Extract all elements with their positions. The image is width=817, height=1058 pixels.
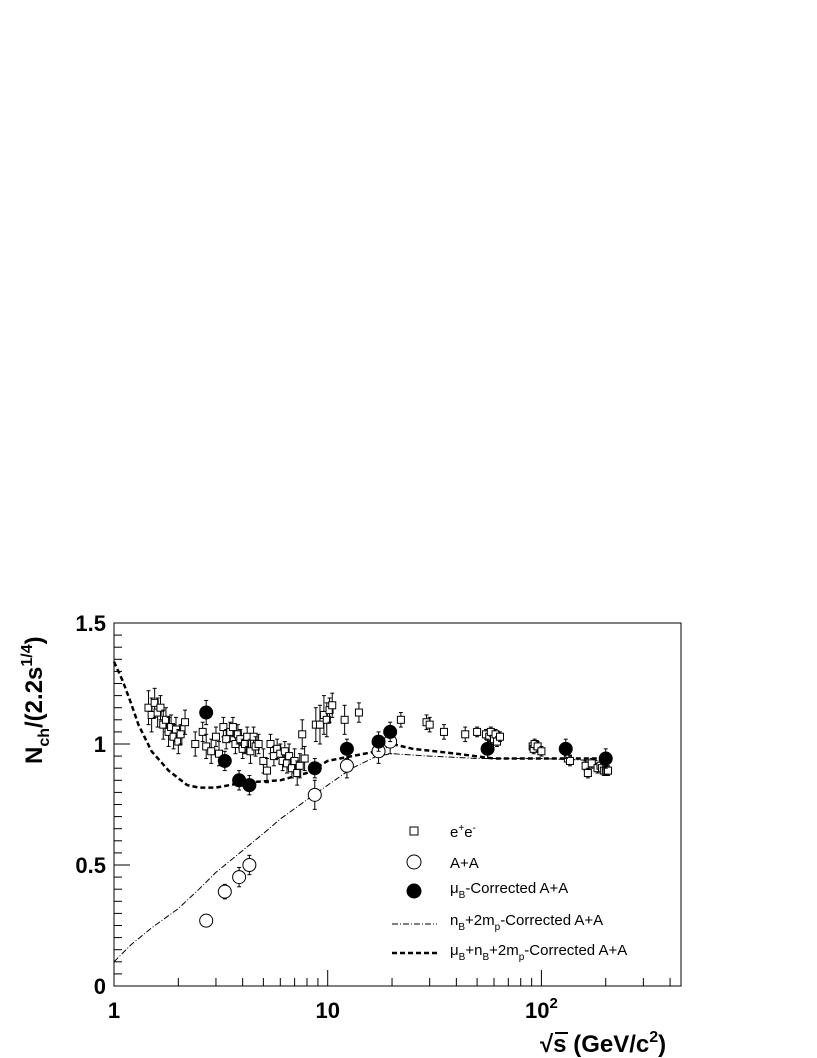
marker-filled-circle: [559, 742, 572, 755]
legend-label-mub: μB-Corrected A+A: [450, 880, 568, 901]
marker-open-circle: [308, 788, 321, 801]
marker-open-circle: [233, 871, 246, 884]
marker-open-square: [208, 748, 215, 755]
y-axis-title: Nch/(2.2s1/4): [19, 636, 53, 764]
marker-open-square: [341, 716, 348, 723]
marker-open-square: [426, 721, 433, 728]
data-point-open-square: [192, 732, 199, 756]
legend-label-ee: e+e-: [450, 823, 476, 841]
marker-open-square: [440, 728, 447, 735]
data-point-open-square: [212, 727, 219, 746]
marker-open-square: [316, 721, 323, 728]
data-point-open-square: [474, 727, 481, 737]
data-point-open-square: [341, 705, 348, 734]
marker-open-square: [496, 733, 503, 740]
y-tick-label: 0: [94, 974, 106, 999]
marker-open-circle: [243, 859, 256, 872]
legend: e+e- A+A μB-Corrected A+A nB+2mp-Correct…: [392, 823, 627, 963]
plot-area-border: [114, 623, 681, 986]
data-point-open-square: [267, 734, 274, 753]
x-tick-label: 1: [108, 998, 120, 1023]
legend-label-mubnb: μB+nB+2mp-Corrected A+A: [450, 942, 627, 963]
marker-filled-circle: [218, 754, 231, 767]
data-point-open-circle: [308, 780, 321, 809]
data-point-open-circle: [243, 855, 256, 874]
marker-filled-circle: [308, 762, 321, 775]
marker-filled-circle: [372, 735, 385, 748]
marker-open-square: [212, 733, 219, 740]
y-tick-label: 0.5: [75, 853, 106, 878]
data-point-open-square: [440, 725, 447, 740]
marker-open-square: [255, 741, 262, 748]
data-point-open-square: [566, 756, 573, 766]
y-tick-label: 1: [94, 732, 106, 757]
marker-open-square: [329, 702, 336, 709]
marker-filled-circle: [384, 725, 397, 738]
legend-marker-mub: [407, 884, 421, 898]
marker-open-square: [299, 731, 306, 738]
marker-open-circle: [218, 885, 231, 898]
plot-frame: [114, 623, 681, 986]
marker-filled-circle: [599, 752, 612, 765]
data-point-open-square: [538, 746, 545, 756]
data-point-open-square: [145, 691, 152, 725]
data-point-open-square: [496, 732, 503, 742]
data-point-open-circle: [200, 914, 213, 927]
x-tick-label: 10: [315, 998, 339, 1023]
marker-open-square: [296, 762, 303, 769]
marker-open-square: [397, 716, 404, 723]
data-point-open-square: [397, 713, 404, 728]
x-axis-title: √s (GeV/c2): [540, 1029, 666, 1058]
data-point-open-square: [355, 703, 362, 722]
legend-marker-aa: [407, 855, 421, 869]
marker-open-square: [584, 770, 591, 777]
data-point-open-square: [462, 727, 469, 742]
marker-open-circle: [200, 914, 213, 927]
marker-open-square: [462, 731, 469, 738]
legend-marker-ee: [410, 827, 418, 835]
data-point-open-square: [584, 768, 591, 778]
x-tick-label: 102: [525, 995, 558, 1023]
marker-open-square: [264, 767, 271, 774]
marker-filled-circle: [243, 779, 256, 792]
marker-open-square: [301, 755, 308, 762]
y-axis: 0 0.5 1 1.5: [75, 611, 130, 999]
marker-open-square: [474, 728, 481, 735]
legend-label-nb: nB+2mp-Corrected A+A: [450, 912, 603, 933]
y-tick-label: 1.5: [75, 611, 106, 636]
marker-open-square: [229, 724, 236, 731]
legend-label-aa: A+A: [450, 855, 479, 872]
marker-open-square: [182, 719, 189, 726]
marker-open-circle: [340, 759, 353, 772]
data-point-open-circle: [233, 867, 246, 886]
marker-filled-circle: [200, 706, 213, 719]
x-axis: 1 10 102: [108, 970, 670, 1023]
marker-open-square: [192, 741, 199, 748]
marker-open-square: [355, 709, 362, 716]
data-point-open-square: [299, 720, 306, 749]
data-point-filled-circle: [200, 700, 213, 724]
data-point-open-circle: [218, 884, 231, 899]
marker-filled-circle: [481, 742, 494, 755]
marker-filled-circle: [340, 742, 353, 755]
marker-open-square: [538, 748, 545, 755]
data-point-filled-circle: [308, 759, 321, 778]
